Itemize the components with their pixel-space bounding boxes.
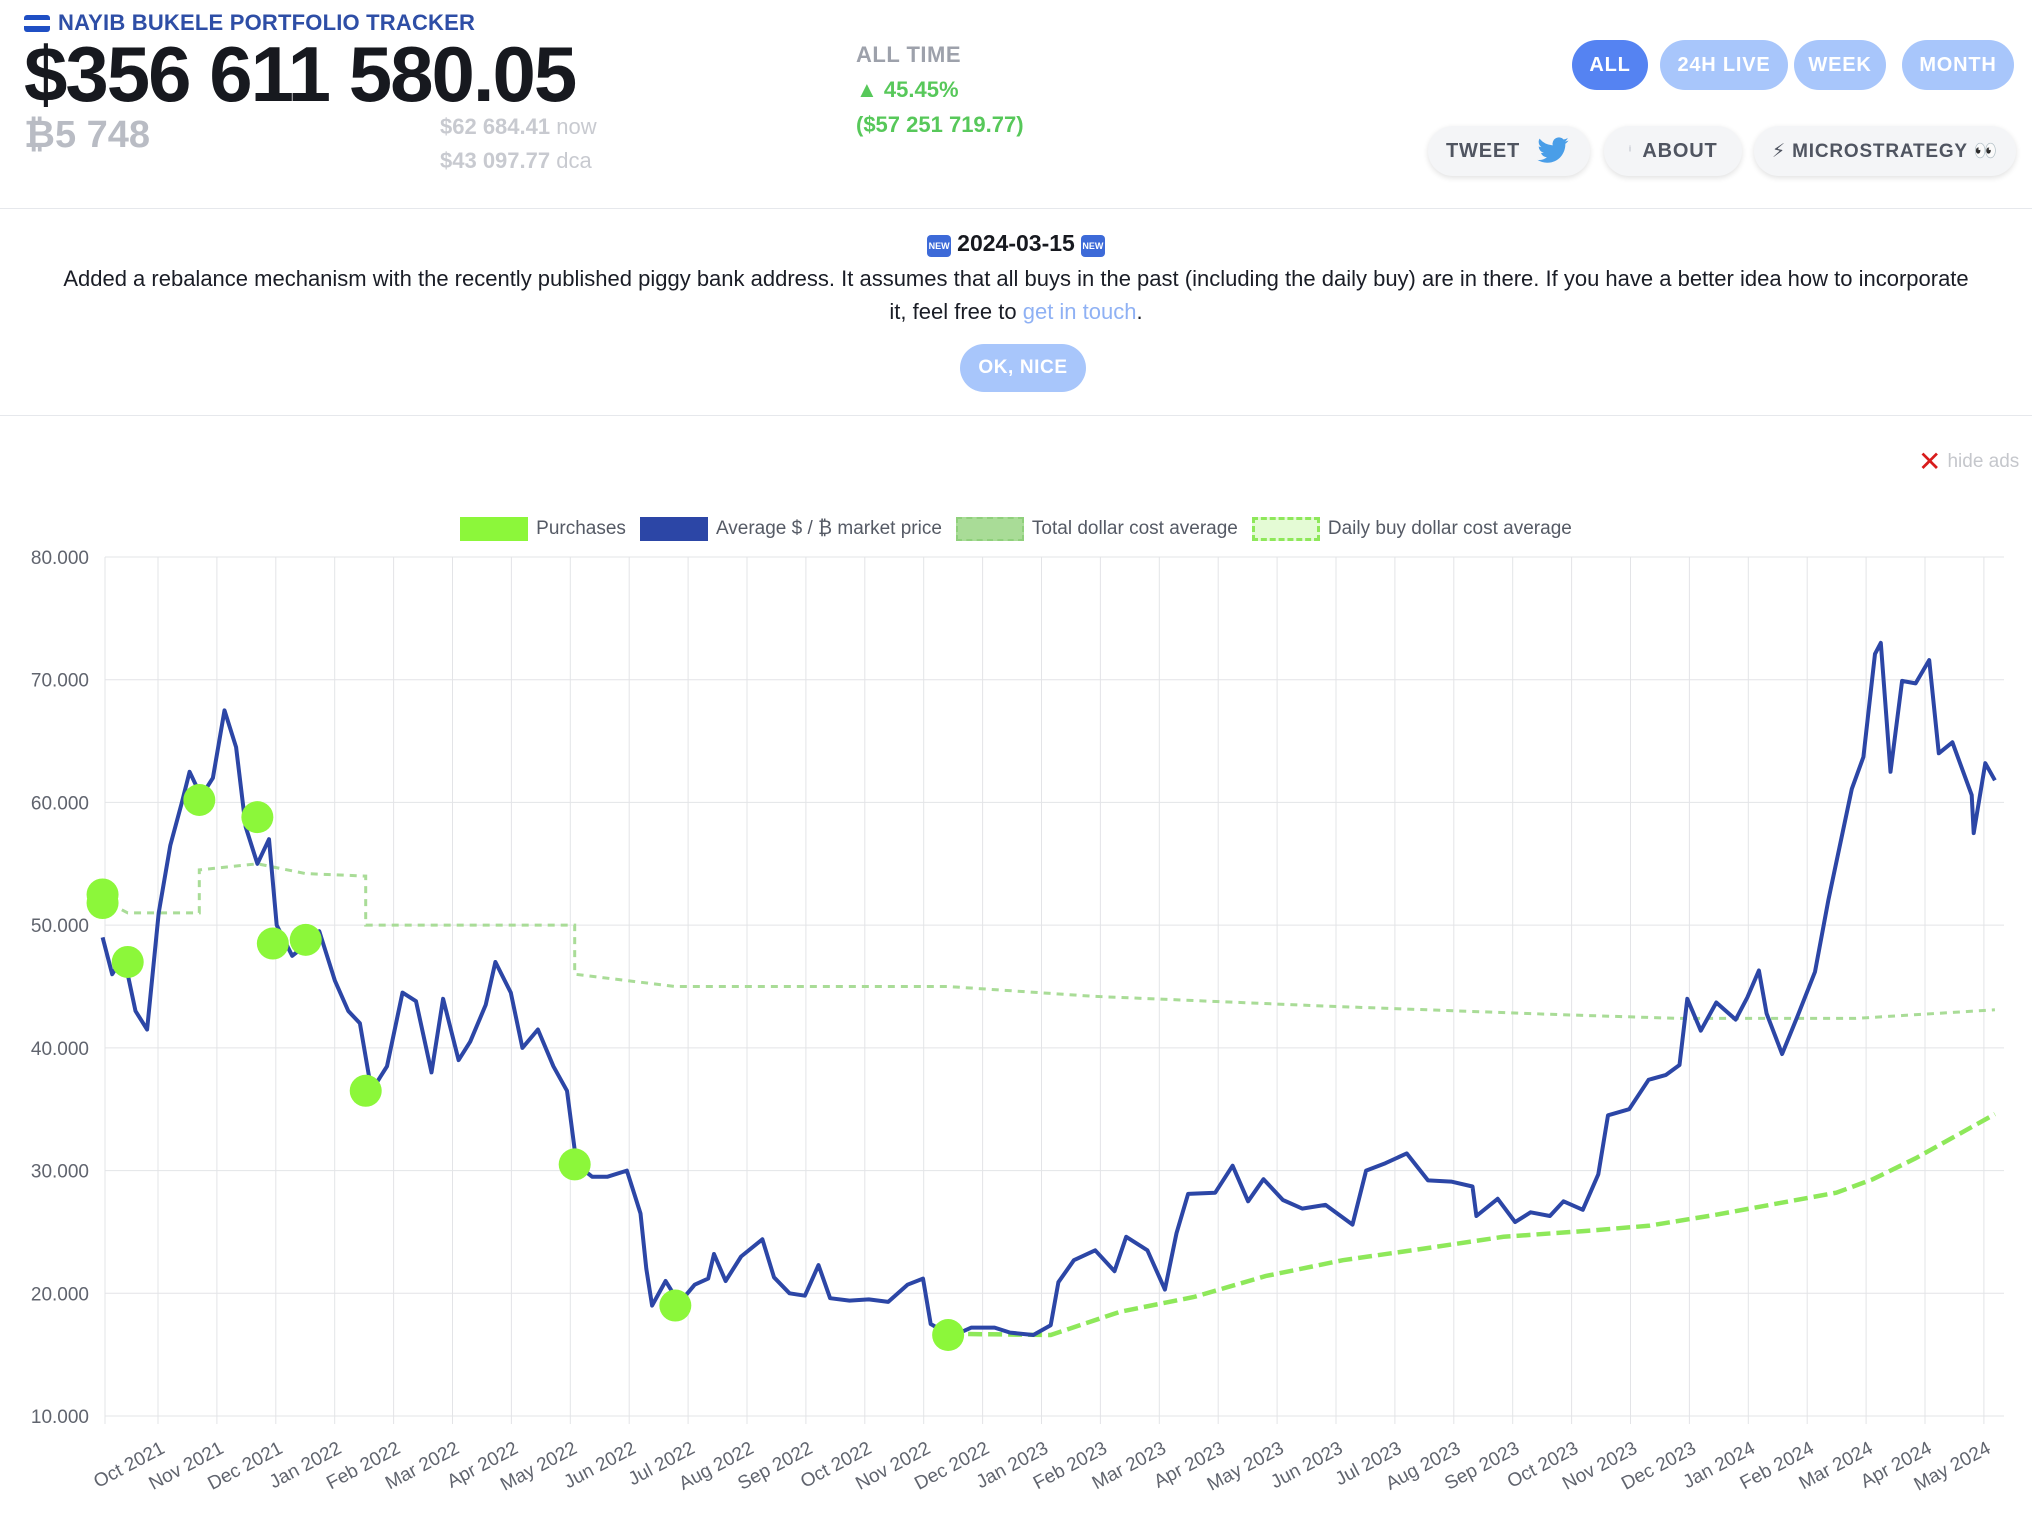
tab-all-label: ALL — [1589, 53, 1631, 76]
price-now-value: $62 684.41 — [440, 114, 551, 139]
tweet-label: TWEET — [1446, 139, 1520, 162]
purchase-point — [349, 1074, 382, 1107]
hide-ads-button[interactable]: ✕ hide ads — [1918, 448, 2019, 476]
purchase-point — [86, 887, 119, 920]
legend-average-price[interactable]: Average $ / ₿ market price — [639, 517, 942, 541]
btc-amount: ₿5 748 — [24, 114, 151, 156]
y-tick-label: 40.000 — [31, 1039, 89, 1060]
legend-total-dca[interactable]: Total dollar cost average — [955, 517, 1238, 541]
announcement-text: Added a rebalance mechanism with the rec… — [60, 262, 1972, 328]
legend-daily-dca[interactable]: Daily buy dollar cost average — [1251, 517, 1572, 541]
announcement-date: NEW 2024-03-15 NEW — [0, 230, 2032, 257]
announcement-divider — [0, 415, 2032, 416]
legend-purchases[interactable]: Purchases — [460, 517, 626, 541]
hide-ads-label: hide ads — [1947, 451, 2020, 472]
purchase-point — [558, 1148, 591, 1181]
legend-swatch — [460, 517, 529, 541]
legend-swatch — [639, 517, 708, 541]
tab-month-label: MONTH — [1919, 53, 1997, 76]
tab-week-label: WEEK — [1808, 53, 1872, 76]
legend-label: Total dollar cost average — [1031, 518, 1238, 539]
alltime-summary: ALL TIME ▲ 45.45% ($57 251 719.77) — [856, 42, 1024, 138]
tab-week[interactable]: WEEK — [1794, 40, 1886, 90]
y-tick-label: 60.000 — [31, 793, 89, 814]
tab-month[interactable]: MONTH — [1902, 40, 2014, 90]
chart-legend: Purchases Average $ / ₿ market price Tot… — [0, 517, 2032, 541]
y-tick-label: 30.000 — [31, 1162, 89, 1183]
purchase-point — [183, 783, 216, 816]
tab-24h-live-label: 24H LIVE — [1677, 53, 1771, 76]
series-price-line — [100, 640, 1997, 1339]
purchase-point — [659, 1289, 692, 1322]
info-icon: ⁱ — [1628, 142, 1633, 159]
legend-label: Average $ / ₿ market price — [715, 518, 942, 539]
purchase-point — [241, 801, 274, 834]
y-tick-label: 70.000 — [31, 671, 89, 692]
price-dca-suffix: dca — [556, 148, 592, 173]
series-daily-dca-line — [948, 1112, 1996, 1338]
series-total-dca-line — [101, 862, 1995, 1020]
el-salvador-flag-icon — [24, 14, 50, 32]
tab-24h-live[interactable]: 24H LIVE — [1660, 40, 1788, 90]
purchase-point — [932, 1319, 965, 1352]
brand-title: NAYIB BUKELE PORTFOLIO TRACKER — [58, 10, 476, 35]
legend-label: Daily buy dollar cost average — [1327, 518, 1572, 539]
announcement-end: . — [1136, 299, 1143, 324]
tab-all[interactable]: ALL — [1572, 40, 1648, 90]
price-dca-value: $43 097.77 — [440, 148, 551, 173]
y-tick-label: 20.000 — [31, 1284, 89, 1305]
legend-swatch — [955, 517, 1024, 541]
purchase-point — [289, 923, 322, 956]
portfolio-chart[interactable]: 10.000 20.000 30.000 40.000 50.000 60.000 70.0… — [0, 500, 2032, 1534]
new-badge-icon: NEW — [1080, 235, 1105, 257]
microstrategy-label: ⚡ MICROSTRATEGY 👀 — [1771, 141, 1999, 162]
about-button[interactable]: ⁱ ABOUT — [1604, 126, 1742, 176]
y-tick-label: 10.000 — [31, 1407, 89, 1428]
y-tick-label: 80.000 — [31, 548, 89, 569]
alltime-percent: ▲ 45.45% — [856, 77, 959, 102]
close-icon: ✕ — [1918, 446, 1942, 477]
purchase-point — [256, 927, 289, 960]
header-divider — [0, 208, 2032, 209]
legend-label: Purchases — [536, 518, 626, 539]
announcement-date-text: 2024-03-15 — [957, 230, 1075, 256]
twitter-bird-icon — [1537, 137, 1569, 163]
price-now: $62 684.41 now — [440, 114, 597, 140]
microstrategy-button[interactable]: ⚡ MICROSTRATEGY 👀 — [1754, 126, 2016, 176]
price-now-suffix: now — [556, 114, 597, 139]
announcement-body: Added a rebalance mechanism with the rec… — [63, 266, 1969, 324]
y-tick-label: 50.000 — [31, 916, 89, 937]
tweet-button[interactable]: TWEET — [1428, 126, 1590, 176]
alltime-label: ALL TIME — [856, 42, 962, 67]
about-label: ABOUT — [1642, 139, 1718, 162]
purchase-point — [111, 945, 144, 978]
ok-nice-button[interactable]: OK, NICE — [960, 344, 1086, 392]
legend-swatch — [1251, 517, 1320, 541]
alltime-absolute: ($57 251 719.77) — [856, 112, 1024, 137]
brand[interactable]: NAYIB BUKELE PORTFOLIO TRACKER — [24, 10, 475, 36]
new-badge-icon: NEW — [927, 235, 952, 257]
portfolio-value: $356 611 580.05 — [24, 30, 577, 118]
price-dca: $43 097.77 dca — [440, 148, 592, 174]
get-in-touch-link[interactable]: get in touch — [1022, 299, 1137, 324]
